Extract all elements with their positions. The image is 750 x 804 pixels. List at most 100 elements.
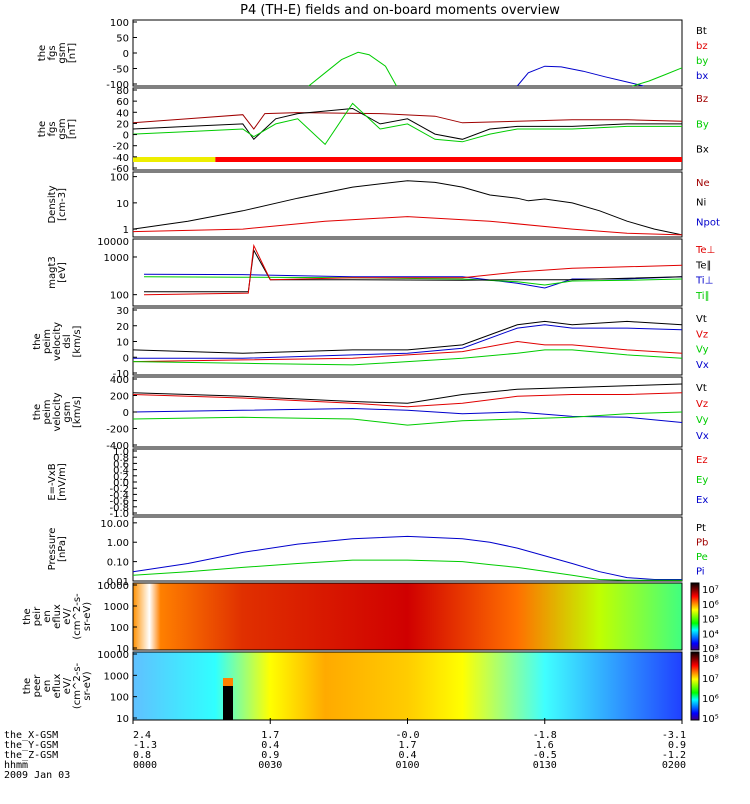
series-line	[132, 407, 683, 423]
colorbar-label: 10⁷	[702, 674, 719, 685]
footer-date: 2009 Jan 03	[4, 770, 70, 781]
y-axis-label-line: the	[37, 45, 48, 61]
y-tick-label: 50	[116, 34, 129, 45]
y-axis-label-line: velocity	[52, 322, 63, 361]
series-line	[132, 340, 683, 363]
colorbar-label: 10⁵	[702, 714, 719, 725]
footer-value: 0.9	[261, 750, 279, 761]
y-tick-label: 0.2	[113, 472, 129, 483]
y-tick-label: 100	[110, 623, 129, 634]
footer-value: 1.6	[536, 740, 554, 751]
panel-frame	[132, 307, 683, 376]
panel-6: Ez Ey Ex 1.00.80.60.40.20.0-0.2-0.4-0.6-0.8…	[47, 447, 708, 520]
y-axis-label-line: the	[32, 333, 43, 349]
legend-entry: Te⊥	[695, 245, 715, 256]
y-tick-label: -50	[113, 65, 129, 76]
series-line	[132, 535, 682, 580]
series-line	[132, 216, 683, 236]
y-tick-label: 1000	[104, 671, 129, 682]
colorbar	[690, 582, 700, 651]
y-tick-label: 100	[110, 291, 129, 302]
legend-entry: Pt	[696, 523, 706, 534]
y-tick-label: 0.8	[113, 453, 129, 464]
legend-entry: by	[696, 56, 708, 67]
y-axis-label-line: peer	[32, 674, 43, 698]
y-tick-label: 20	[116, 119, 129, 130]
y-tick-label: 30	[116, 306, 129, 317]
panel-3: Te⊥ Te∥ Ti⊥ Ti∥ 1000 100 10000 magt3 [eV]	[47, 237, 715, 307]
y-axis-label-line: eV/	[62, 677, 73, 694]
panel-frame	[132, 238, 683, 307]
y-tick-label: 10000	[97, 581, 129, 592]
y-axis-label-line: Pressure	[47, 528, 58, 571]
y-axis-label-line: [nT]	[67, 119, 78, 139]
y-tick-label: 10	[116, 338, 129, 349]
legend-entry: By	[696, 119, 709, 130]
y-tick-label: 0	[123, 353, 129, 364]
y-tick-label: 0.6	[113, 459, 129, 470]
colorbar-label: 10⁶	[702, 600, 719, 611]
colorbar-label: 10⁵	[702, 615, 719, 626]
y-tick-label: 0	[123, 49, 129, 60]
series-line	[132, 320, 683, 354]
y-axis-label-line: [km/s]	[72, 325, 83, 357]
y-tick-label: -0.6	[109, 497, 129, 508]
colorbar-label: 10⁶	[702, 694, 719, 705]
mode-bar-segment	[133, 157, 216, 162]
y-tick-label: 1	[123, 225, 129, 236]
y-tick-label: 10000	[97, 650, 129, 661]
footer-value: 1.7	[398, 740, 416, 751]
y-axis-label-line: gsm	[62, 401, 73, 422]
legend-entry: bx	[696, 71, 708, 82]
panel-7: Pt Pb Pe Pi 10.00 1.00 0.10 0.01 Pressure [nPa]	[47, 516, 708, 588]
series-line	[132, 349, 683, 366]
y-tick-label: 1.00	[107, 538, 129, 549]
y-axis-label-line: eflux	[52, 674, 63, 699]
y-tick-label: -0.2	[109, 484, 129, 495]
footer-row-label: the_Y-GSM	[4, 740, 58, 751]
figure-title: P4 (TH-E) fields and on-board moments ov…	[240, 3, 560, 18]
panel-frame	[132, 582, 683, 651]
y-tick-label: 0.01	[107, 577, 129, 588]
y-tick-label: -200	[106, 425, 129, 436]
footer-value: -3.1	[662, 730, 686, 741]
y-axis-label-line: gsm	[57, 118, 68, 139]
y-tick-label: 0.4	[113, 466, 129, 477]
heatmap-image	[133, 583, 682, 650]
series-line	[143, 276, 683, 286]
panel-frame	[132, 516, 683, 582]
footer-value: 0.8	[133, 750, 151, 761]
colorbar	[690, 651, 700, 721]
y-axis-label-line: [nT]	[67, 43, 78, 63]
y-axis-label-line: (cm^2-s-	[72, 593, 83, 640]
colorbar-label: 10³	[702, 644, 719, 655]
legend-entry: Vy	[696, 415, 709, 426]
y-tick-label: 0.10	[107, 558, 129, 569]
series-line	[516, 65, 644, 87]
legend-entry: Ni	[696, 198, 706, 209]
y-axis-label-line: sr-eV)	[82, 602, 93, 631]
y-tick-label: 80	[116, 86, 129, 97]
panel-8: 10⁷ 10⁶ 10⁵ 10⁴ 10³ 10000 1000 100 10 the peir en ef…	[22, 581, 719, 655]
legend-entry: Ne	[696, 178, 710, 189]
legend-entry: Vx	[696, 431, 709, 442]
footer-value: 0200	[662, 760, 686, 771]
footer-value: 0.4	[261, 740, 279, 751]
legend-entry: Vz	[696, 329, 708, 340]
panel-frame	[132, 171, 683, 238]
y-axis-label-line: the	[37, 121, 48, 137]
footer-value: -1.3	[133, 740, 157, 751]
footer-row-label: hhmm	[4, 760, 28, 771]
legend-entry: Vt	[696, 383, 707, 394]
y-axis-label-line: dsl	[62, 334, 73, 348]
y-axis-label-line: magt3	[47, 256, 58, 289]
legend-entry: Vt	[696, 314, 707, 325]
series-line	[632, 67, 683, 87]
legend-entry: Ti⊥	[695, 276, 713, 287]
series-line	[308, 51, 397, 87]
footer-value: 0.4	[398, 750, 416, 761]
